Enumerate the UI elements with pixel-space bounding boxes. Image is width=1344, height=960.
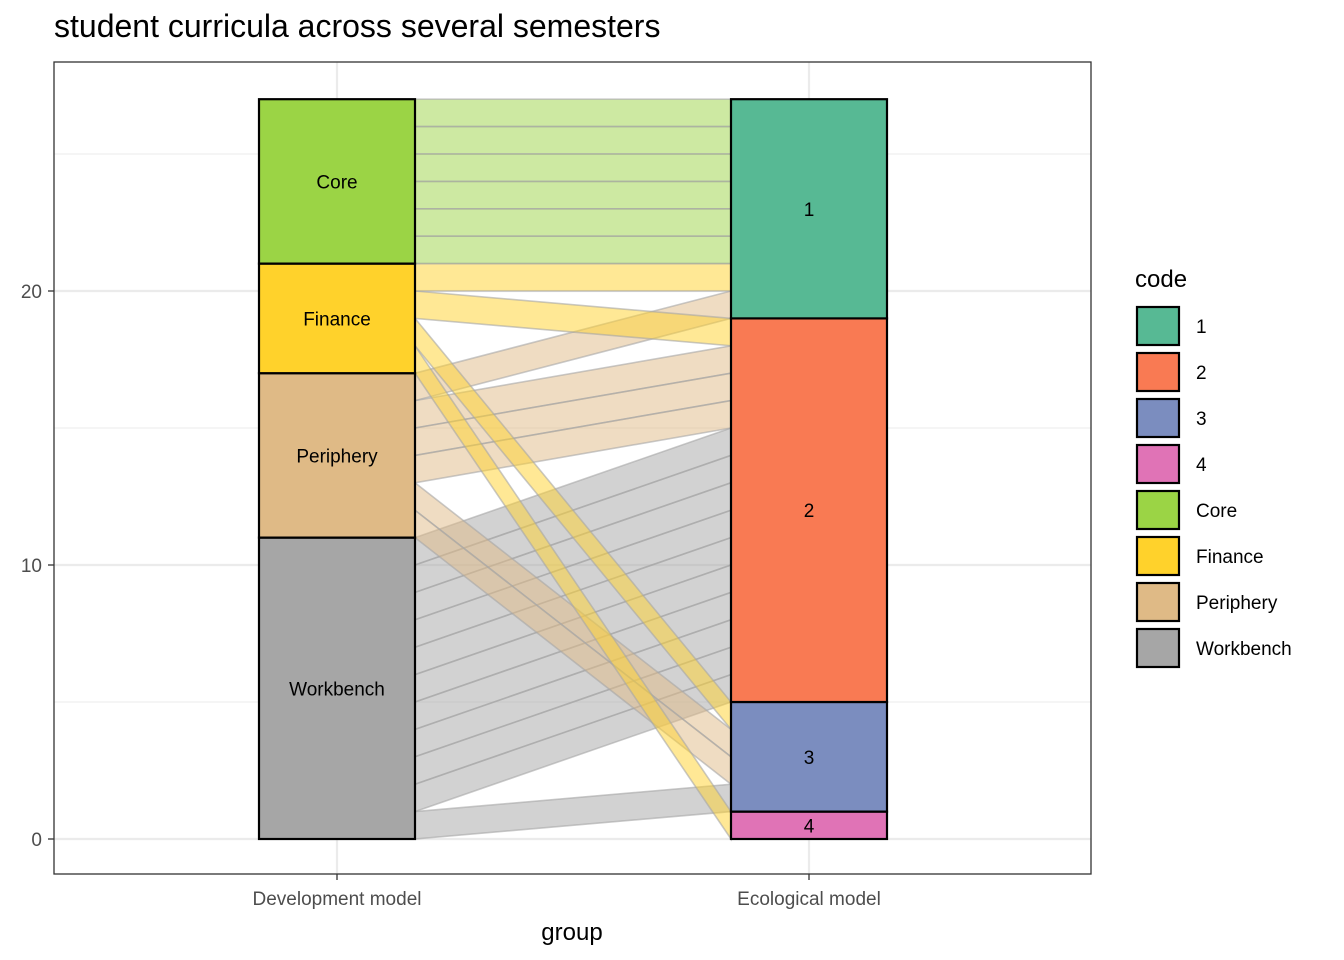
legend-key-finance [1135, 535, 1181, 577]
x-tick-label: Development model [253, 889, 422, 910]
stratum-label-periphery: Periphery [296, 446, 378, 467]
legend-key-periphery [1135, 581, 1181, 623]
legend-label-3: 3 [1196, 409, 1207, 430]
strata: Workbench Periphery Finance Core 4 3 2 1 [257, 98, 889, 841]
x-tick-label: Ecological model [737, 889, 881, 910]
x-axis-title: group [541, 919, 602, 946]
stratum-3 [729, 700, 889, 813]
stratum-label-finance: Finance [303, 309, 371, 330]
stratum-core [257, 98, 417, 265]
flow-core-to-1 [414, 153, 732, 183]
y-tick-label: 10 [21, 556, 42, 577]
flows [414, 98, 732, 842]
stratum-finance [257, 262, 417, 375]
legend-label-periphery: Periphery [1196, 593, 1278, 614]
legend-label-4: 4 [1196, 455, 1207, 476]
legend-key-1 [1135, 305, 1181, 347]
legend-label-workbench: Workbench [1196, 639, 1292, 660]
legend-key-4 [1135, 443, 1181, 485]
stratum-2 [729, 317, 889, 704]
flow-finance-to-1 [414, 262, 732, 292]
legend-title: code [1135, 266, 1187, 293]
legend: code 1 2 3 4 Core Finance Periphery Workbench [1135, 266, 1292, 669]
stratum-workbench [257, 536, 417, 841]
flow-core-to-1 [414, 208, 732, 237]
stratum-label-workbench: Workbench [289, 679, 385, 700]
legend-label-finance: Finance [1196, 547, 1264, 568]
flow-core-to-1 [414, 180, 732, 210]
plot-panel-border [53, 61, 1092, 875]
legend-label-2: 2 [1196, 363, 1207, 384]
flow-core-to-1 [414, 125, 732, 155]
stratum-1 [729, 98, 889, 320]
stratum-periphery [257, 372, 417, 539]
stratum-label-4: 4 [804, 816, 815, 837]
legend-key-2 [1135, 351, 1181, 393]
legend-key-workbench [1135, 627, 1181, 669]
stratum-label-1: 1 [804, 200, 815, 221]
stratum-label-2: 2 [804, 501, 815, 522]
stratum-label-core: Core [316, 172, 357, 193]
legend-label-core: Core [1196, 501, 1237, 522]
y-tick-label: 0 [31, 830, 42, 851]
flow-core-to-1 [414, 98, 732, 128]
axes: 0 10 20 Development model Ecological model [21, 282, 881, 910]
stratum-label-3: 3 [804, 748, 815, 769]
legend-label-1: 1 [1196, 317, 1207, 338]
chart-title: student curricula across several semeste… [54, 8, 661, 44]
y-tick-label: 20 [21, 282, 42, 303]
flow-core-to-1 [414, 235, 732, 265]
legend-key-core [1135, 489, 1181, 531]
legend-key-3 [1135, 397, 1181, 439]
